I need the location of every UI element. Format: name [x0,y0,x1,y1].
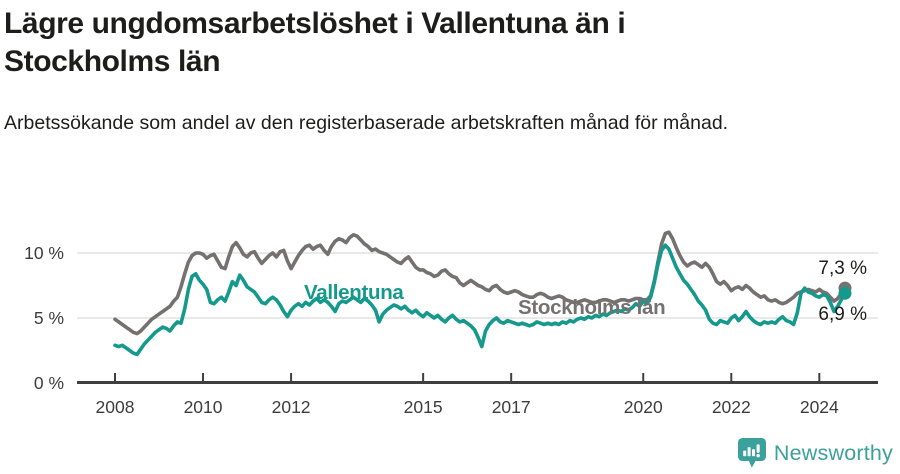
page-title: Lägre ungdomsarbetslöshet i Vallentuna ä… [4,7,626,79]
exclamation-dot-icon [756,453,760,458]
x-tick-label: 2015 [404,397,443,417]
y-tick-label: 10 % [24,243,64,263]
x-tick-label: 2012 [272,397,311,417]
y-tick-label: 5 % [34,308,64,328]
bar-icon [751,449,755,457]
newsworthy-wordmark: Newsworthy [773,440,893,465]
end-value-label: 7,3 % [818,258,867,279]
chart-subtitle: Arbetssökande som andel av den registerb… [4,112,729,135]
x-tick-label: 2020 [624,397,663,417]
x-tick-label: 2010 [184,397,223,417]
newsworthy-logo: Newsworthy [737,438,893,468]
chart-line-stockholms-l-n [113,230,847,336]
newsworthy-pin-icon [737,438,766,468]
x-tick-label: 2017 [492,397,531,417]
x-tick-label: 2024 [800,397,839,417]
chart-line-vallentuna [113,243,847,357]
end-dot-vallentuna [838,286,852,300]
exclamation-icon [756,444,760,453]
series-label: Vallentuna [304,281,404,304]
end-value-label: 6,9 % [818,304,867,325]
series-label: Stockholms län [518,296,665,319]
y-tick-label: 0 % [34,373,64,393]
bar-icon [747,447,751,457]
x-tick-label: 2022 [712,397,751,417]
bar-icon [743,450,747,457]
x-tick-label: 2008 [96,397,135,417]
